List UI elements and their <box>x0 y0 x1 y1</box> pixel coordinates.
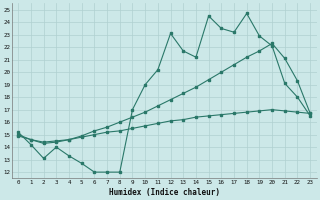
X-axis label: Humidex (Indice chaleur): Humidex (Indice chaleur) <box>109 188 220 197</box>
